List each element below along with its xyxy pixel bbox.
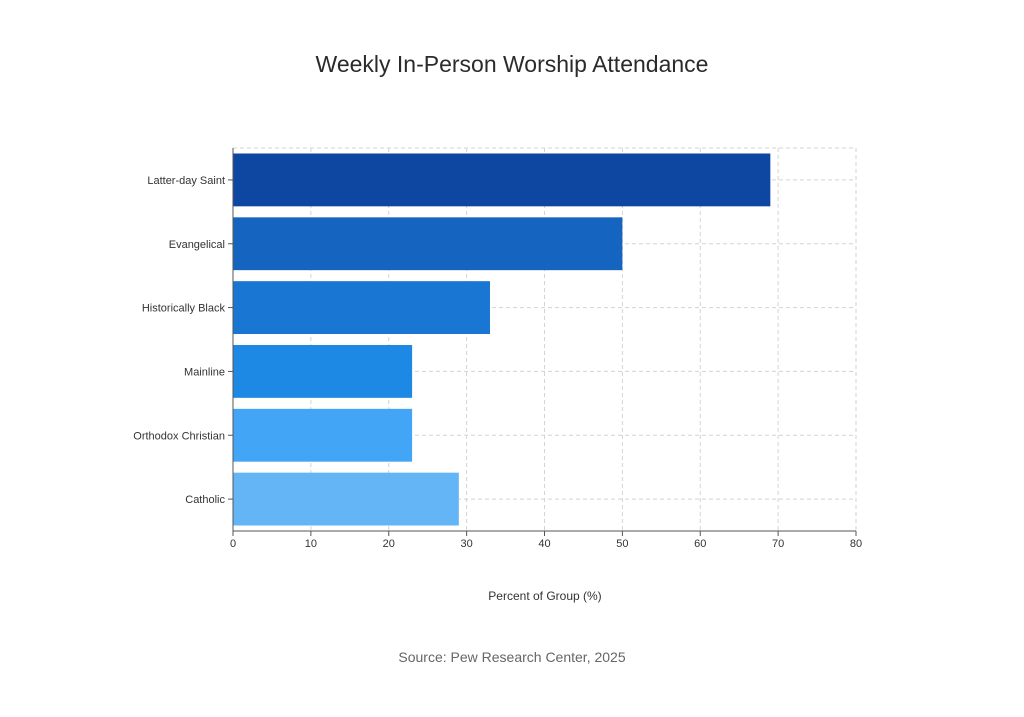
x-tick-label: 20 [383,538,395,550]
bar-historically-black [233,281,490,334]
x-tick-label: 60 [694,538,706,550]
bars [233,153,771,526]
y-tick-label: Orthodox Christian [133,430,225,442]
bar-catholic [233,472,459,526]
x-tick-label: 0 [230,538,236,550]
y-tick-label: Historically Black [142,303,226,315]
bar-evangelical [233,217,623,271]
x-tick-label: 40 [538,538,550,550]
x-axis-title: Percent of Group (%) [488,589,601,603]
x-tick-label: 70 [772,538,784,550]
bar-latter-day-saint [233,153,771,207]
y-tick-label: Evangelical [169,239,225,251]
bar-mainline [233,345,413,398]
y-tick-label: Mainline [184,366,225,378]
x-tick-label: 50 [616,538,628,550]
y-tick-label: Catholic [185,494,225,506]
x-tick-label: 10 [305,538,317,550]
axes: 0 10 20 30 40 50 60 70 80 Latter-day Saint Evangel… [133,148,862,550]
y-tick-label: Latter-day Saint [147,175,225,187]
x-tick-label: 80 [850,538,862,550]
chart-title: Weekly In-Person Worship Attendance [316,51,709,77]
bar-orthodox-christian [233,408,413,462]
x-tick-label: 30 [461,538,473,550]
source-note: Source: Pew Research Center, 2025 [398,649,625,665]
